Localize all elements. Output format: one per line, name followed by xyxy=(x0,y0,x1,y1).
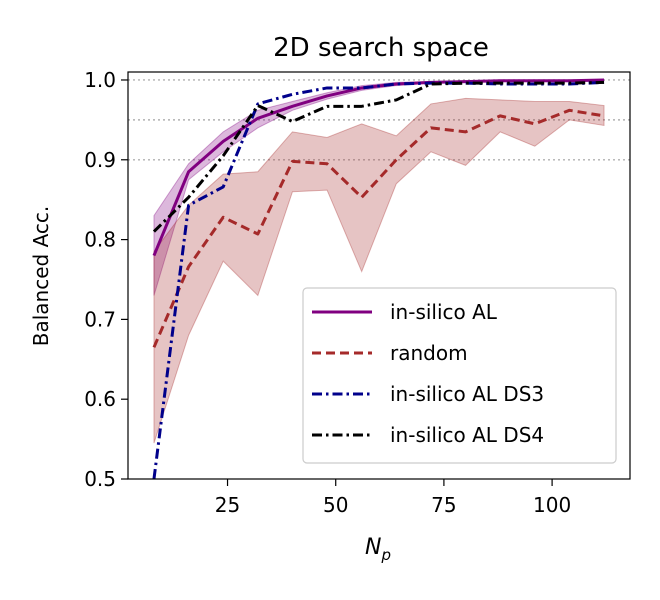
y-tick-label-5: 1.0 xyxy=(84,68,116,92)
legend: in-silico AL random in-silico AL DS3 in-sil… xyxy=(302,287,617,464)
series-line-1 xyxy=(152,108,605,348)
x-tick-label-3: 100 xyxy=(533,493,571,517)
x-axis-label-subscript: p xyxy=(380,546,391,564)
legend-label-3: in-silico AL DS4 xyxy=(390,423,544,447)
x-tick-label-0: 25 xyxy=(215,493,240,517)
y-tick-label-4: 0.9 xyxy=(84,148,116,172)
y-axis-label: Balanced Acc. xyxy=(29,206,53,347)
x-axis-label: Np xyxy=(365,535,391,564)
chart-title: 2D search space xyxy=(273,33,489,63)
series-line-3 xyxy=(152,80,605,233)
plot-border xyxy=(127,71,631,480)
y-axis: 0.5 0.6 0.7 0.8 0.9 1.0 xyxy=(84,68,128,491)
y-tick-label-1: 0.6 xyxy=(84,387,116,411)
y-tick-label-0: 0.5 xyxy=(84,467,116,491)
series-lines xyxy=(152,78,605,480)
legend-label-0: in-silico AL xyxy=(390,300,498,324)
x-tick-label-2: 75 xyxy=(431,493,456,517)
legend-label-2: in-silico AL DS3 xyxy=(390,382,544,406)
reference-lines xyxy=(128,79,630,161)
x-axis-label-base: N xyxy=(365,535,381,560)
y-tick-label-2: 0.7 xyxy=(84,307,116,331)
y-tick-label-3: 0.8 xyxy=(84,228,116,252)
x-axis: 25 50 75 100 xyxy=(215,479,571,517)
legend-box xyxy=(302,287,617,464)
band-1 xyxy=(153,97,605,444)
legend-label-1: random xyxy=(390,341,468,365)
x-tick-label-1: 50 xyxy=(323,493,348,517)
